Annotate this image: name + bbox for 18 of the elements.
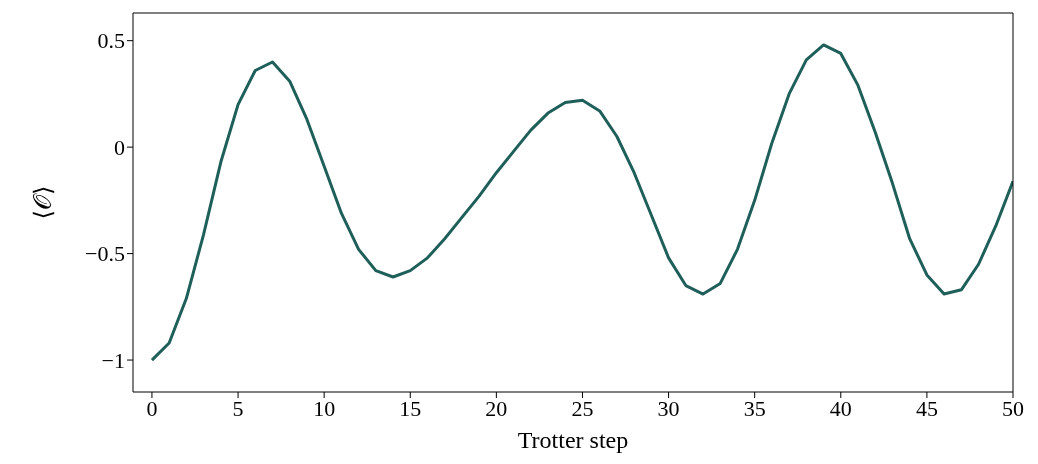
x-tick-label: 50 <box>1002 395 1024 421</box>
x-tick-label: 0 <box>146 395 158 421</box>
x-tick-label: 5 <box>232 395 244 421</box>
x-tick-label: 25 <box>571 395 594 421</box>
y-tick-label: −0.5 <box>85 241 125 267</box>
x-tick-label: 15 <box>399 395 422 421</box>
y-tick-label: −1 <box>101 347 125 373</box>
x-tick-label: 40 <box>829 395 852 421</box>
x-tick-label: 45 <box>915 395 938 421</box>
y-tick-label: 0 <box>114 134 125 160</box>
x-tick-label: 30 <box>657 395 680 421</box>
y-axis-title: ⟨𝒪⟩ <box>29 185 56 220</box>
x-axis-title: Trotter step <box>517 427 629 453</box>
line-series <box>150 43 1013 362</box>
x-tick-label: 10 <box>313 395 336 421</box>
x-tick-label: 20 <box>485 395 508 421</box>
y-tick-label: 0.5 <box>97 28 125 54</box>
x-tick-label: 35 <box>743 395 766 421</box>
